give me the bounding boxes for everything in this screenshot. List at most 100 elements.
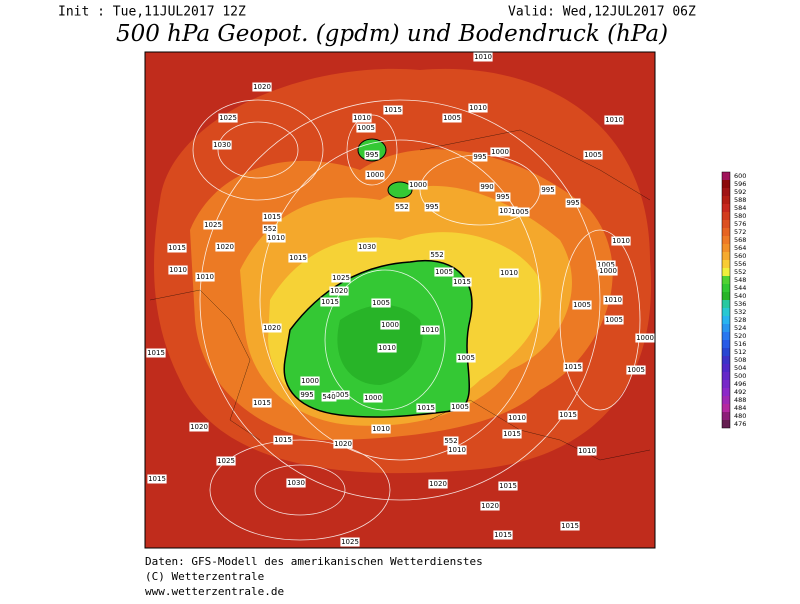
isobar-label: 1025 [204,221,222,229]
isobar-label: 552 [444,437,457,445]
footer-line: (C) Wetterzentrale [145,570,264,583]
legend-swatch [722,420,730,428]
isobar-label-box [252,398,272,408]
isobar-label: 1020 [263,324,281,332]
isobar-label: 552 [430,251,443,259]
legend-label: 536 [734,300,746,308]
legend-label: 544 [734,284,746,292]
isobar-label-box [383,105,403,115]
isobar-label: 995 [425,203,438,211]
isobar-label-box [442,113,462,123]
isobar-label: 1000 [636,334,654,342]
legend-swatch [722,172,730,180]
isobar-label-box [603,295,623,305]
isobar-label: 1005 [357,124,375,132]
isobar-label: 1005 [331,391,349,399]
isobar-label: 1010 [612,237,630,245]
isobar-label-box [626,365,646,375]
isobar-label: 1030 [213,141,231,149]
isobar-label-box [266,233,286,243]
legend-swatch [722,300,730,308]
isobar-label-box [443,436,459,446]
isobar-label-box [340,537,360,547]
isobar-label: 990 [480,183,493,191]
isobar-label-box [365,170,385,180]
legend-label: 548 [734,276,746,284]
isobar-label-box [499,268,519,278]
isobar-label-box [357,242,377,252]
map: 1010 1020 1025 1030 1015 1010 1005 995 1000 1010 1… [145,52,655,548]
isobar-label: 1015 [564,363,582,371]
isobar-label: 1010 [499,207,517,215]
isobar-label-box [416,403,436,413]
legend-swatch [722,236,730,244]
isobar-label: 995 [541,186,554,194]
isobar-label: 1010 [448,446,466,454]
legend-swatch [722,332,730,340]
isobar-label-box [356,123,376,133]
isobar-label-box [434,267,454,277]
isobar-label-box [604,315,624,325]
isobar-label-box [502,429,522,439]
isobar-label-box [498,206,518,216]
isobar-label: 1020 [481,502,499,510]
isobar-label-box [168,265,188,275]
isobar-label: 995 [473,153,486,161]
isobar-label-box [394,202,410,212]
isobar-label: 1020 [216,243,234,251]
legend-label: 496 [734,380,746,388]
footer-line: www.wetterzentrale.de [145,585,284,598]
legend-swatch [722,204,730,212]
isobar-label-box [420,325,440,335]
legend-swatch [722,220,730,228]
legend-frame [721,171,731,429]
legend-label: 560 [734,252,746,260]
isobar-label-box [299,390,315,400]
legend-swatch [722,364,730,372]
legend-label: 572 [734,228,746,236]
legend-label: 524 [734,324,746,332]
isobar-label: 1005 [435,268,453,276]
isobar-label-box [215,242,235,252]
isobar-label-box [408,180,428,190]
isobar-label-box [428,479,448,489]
isobar-label: 1030 [358,243,376,251]
isobar-label: 1005 [573,301,591,309]
title: 500 hPa Geopot. (gpdm) und Bodendruck (h… [116,21,668,47]
legend-label: 592 [734,188,746,196]
legend-swatch [722,316,730,324]
isobar-label: 1015 [274,436,292,444]
isobar-label: 1020 [429,480,447,488]
isobar-label-box [273,435,293,445]
isobar-label-box [577,446,597,456]
isobar-label: 1005 [584,151,602,159]
isobar-label-box [320,297,340,307]
legend-swatch [722,372,730,380]
isobar-label-box [300,376,320,386]
isobar-label: 1025 [217,457,235,465]
legend-swatch [722,252,730,260]
isobar-label-box [262,224,278,234]
isobar-label-box [480,501,500,511]
isobar-label: 1015 [503,430,521,438]
isobar-label: 540 [322,393,335,401]
isobar-label: 1010 [196,273,214,281]
isobar-label-box [212,140,232,150]
isobar-label-box [498,481,518,491]
legend-label: 600 [734,172,746,180]
legend-swatch [722,276,730,284]
isobar-label-box [371,424,391,434]
isobar-label-box [583,150,603,160]
isobar-label: 1005 [457,354,475,362]
isobar-label-box [333,439,353,449]
isobar-label: 995 [300,391,313,399]
isobar-label-box [352,113,372,123]
isobar-label-box [252,82,272,92]
map-frame [144,51,656,549]
isobar-label-box [331,273,351,283]
legend-swatch [722,244,730,252]
isobar-label-box [611,236,631,246]
isobar-label: 995 [365,151,378,159]
legend-swatch [722,380,730,388]
